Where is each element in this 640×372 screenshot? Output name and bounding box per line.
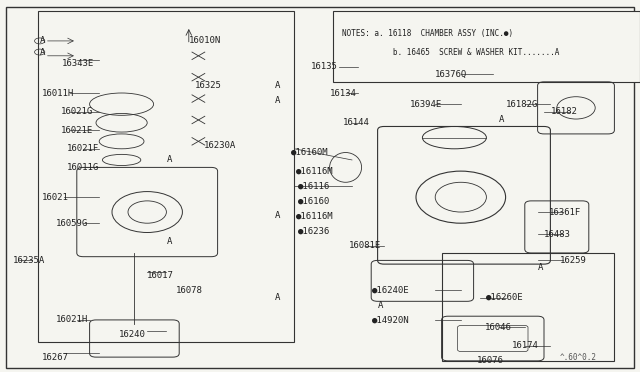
- Text: A: A: [275, 293, 280, 302]
- Text: 16135: 16135: [310, 62, 337, 71]
- Text: A: A: [275, 81, 280, 90]
- Text: 16182G: 16182G: [506, 100, 538, 109]
- Text: ●16260E: ●16260E: [486, 293, 524, 302]
- Text: ●16160: ●16160: [298, 196, 330, 205]
- Text: ●14920N: ●14920N: [372, 315, 410, 324]
- Text: 16361F: 16361F: [549, 208, 581, 217]
- Text: 16174: 16174: [512, 341, 539, 350]
- Text: A: A: [40, 48, 45, 57]
- Text: 16134: 16134: [330, 89, 356, 97]
- Text: 16144: 16144: [342, 118, 369, 127]
- Text: ●16116M: ●16116M: [296, 167, 333, 176]
- FancyBboxPatch shape: [38, 11, 294, 342]
- Text: 16046: 16046: [485, 323, 512, 332]
- Text: ●16116M: ●16116M: [296, 211, 333, 220]
- Text: ●16160M: ●16160M: [291, 148, 329, 157]
- Text: 16394E: 16394E: [410, 100, 442, 109]
- Text: 16059G: 16059G: [56, 219, 88, 228]
- Text: 16235A: 16235A: [13, 256, 45, 265]
- Text: 16021H: 16021H: [56, 315, 88, 324]
- Text: ●16236: ●16236: [298, 226, 330, 235]
- Text: A: A: [166, 237, 172, 246]
- Text: 16376Q: 16376Q: [435, 70, 467, 79]
- Text: A: A: [166, 155, 172, 164]
- FancyBboxPatch shape: [333, 11, 640, 82]
- Text: A: A: [275, 211, 280, 220]
- Text: 16343E: 16343E: [61, 59, 93, 68]
- Text: 16021G: 16021G: [61, 107, 93, 116]
- Text: 16021E: 16021E: [61, 126, 93, 135]
- Text: 16021: 16021: [42, 193, 68, 202]
- Text: 16011G: 16011G: [67, 163, 99, 172]
- Text: 16011H: 16011H: [42, 89, 74, 97]
- Text: 16078: 16078: [176, 286, 203, 295]
- Text: ^.60^0.2: ^.60^0.2: [560, 353, 597, 362]
- Text: 16259: 16259: [560, 256, 587, 265]
- Text: 16081E: 16081E: [349, 241, 381, 250]
- Text: 16267: 16267: [42, 353, 68, 362]
- Text: 16483: 16483: [544, 230, 571, 239]
- Text: 16010N: 16010N: [189, 36, 221, 45]
- Text: A: A: [40, 36, 45, 45]
- Text: ●16240E: ●16240E: [372, 286, 410, 295]
- Text: A: A: [499, 115, 504, 124]
- Text: A: A: [538, 263, 543, 272]
- Text: 16017: 16017: [147, 271, 174, 280]
- Text: A: A: [378, 301, 383, 310]
- Text: 16240: 16240: [118, 330, 145, 339]
- Text: 16182: 16182: [550, 107, 577, 116]
- FancyBboxPatch shape: [442, 253, 614, 361]
- Text: 16325: 16325: [195, 81, 222, 90]
- Text: 16076: 16076: [477, 356, 504, 365]
- Text: NOTES: a. 16118  CHAMBER ASSY (INC.●): NOTES: a. 16118 CHAMBER ASSY (INC.●): [342, 29, 513, 38]
- Text: A: A: [275, 96, 280, 105]
- Text: 16230A: 16230A: [204, 141, 236, 150]
- FancyBboxPatch shape: [6, 7, 634, 368]
- Text: ●16116: ●16116: [298, 182, 330, 190]
- Text: b. 16465  SCREW & WASHER KIT.......A: b. 16465 SCREW & WASHER KIT.......A: [342, 48, 560, 57]
- Text: 16021F: 16021F: [67, 144, 99, 153]
